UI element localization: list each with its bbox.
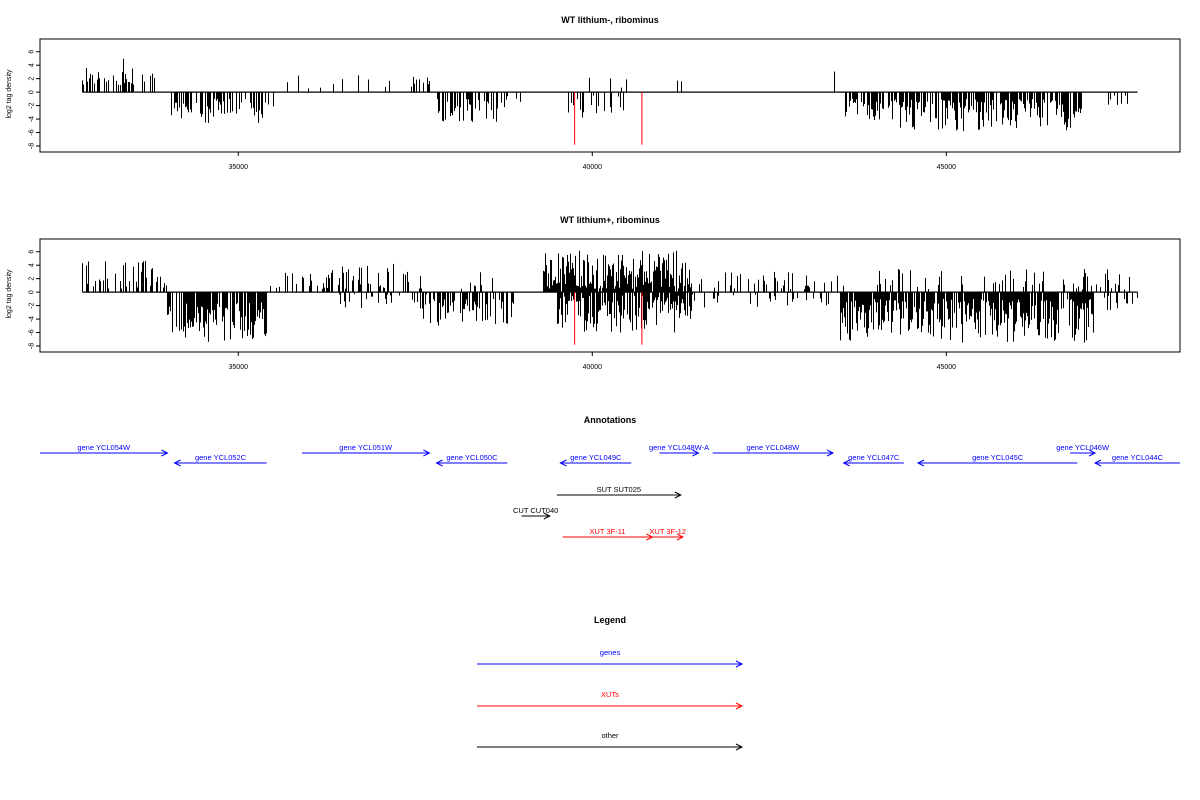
annotation-features: gene YCL054W gene YCL052C gene YCL051W gene… — [40, 443, 1180, 541]
annotation-arrow — [842, 459, 904, 467]
x-tick-label: 35000 — [229, 164, 249, 171]
annotation-label: gene YCL048W-A — [649, 443, 709, 452]
annotation-label: SUT SUT025 — [597, 485, 641, 494]
x-tick-label: 40000 — [583, 164, 603, 171]
y-tick-label: -8 — [29, 343, 36, 349]
y-tick-label: 0 — [29, 90, 36, 94]
x-tick-label: 40000 — [583, 364, 603, 371]
annotation-arrow — [301, 449, 431, 457]
legend-arrow — [477, 660, 744, 668]
legend-label: XUTs — [601, 690, 619, 699]
legend-arrow — [477, 743, 744, 751]
annotation-arrow — [652, 533, 685, 541]
track-title: WT lithium-, ribominus — [561, 15, 659, 25]
y-tick-label: -2 — [29, 102, 36, 108]
y-tick-label: -4 — [29, 316, 36, 322]
annotation-arrow — [559, 459, 632, 467]
annotation-arrow — [1093, 459, 1180, 467]
x-axis: 35000 40000 45000 — [229, 352, 957, 371]
annotation-label: gene YCL050C — [446, 453, 498, 462]
y-tick-label: 2 — [29, 277, 36, 281]
annotation-label: XUT 3F-11 — [590, 527, 626, 536]
y-tick-label: -2 — [29, 302, 36, 308]
y-tick-label: 0 — [29, 290, 36, 294]
legend-label: other — [601, 731, 619, 740]
region-markers — [574, 92, 643, 145]
annotation-arrow — [556, 491, 682, 499]
y-tick-label: 6 — [29, 50, 36, 54]
x-tick-label: 45000 — [937, 164, 957, 171]
annotation-arrow — [1070, 449, 1097, 457]
annotation-arrow — [40, 449, 169, 457]
plot-frame — [39, 238, 1181, 353]
y-tick-label: 6 — [29, 250, 36, 254]
annotation-arrow — [435, 459, 508, 467]
annotation-arrow — [659, 449, 700, 457]
annotation-label: gene YCL047C — [848, 453, 900, 462]
y-axis-label: log2 tag density — [6, 269, 13, 319]
region-markers — [574, 292, 643, 345]
annotation-label: gene YCL044C — [1112, 453, 1164, 462]
x-axis: 35000 40000 45000 — [229, 152, 957, 171]
track-panel-lithium-minus: WT lithium-, ribominus log2 tag density … — [6, 15, 1181, 171]
legend-title: Legend — [594, 615, 626, 625]
x-tick-label: 35000 — [229, 364, 249, 371]
annotations-title: Annotations — [584, 415, 637, 425]
annotation-label: gene YCL046W — [1056, 443, 1110, 452]
annotation-arrow — [521, 512, 551, 520]
y-tick-label: 2 — [29, 77, 36, 81]
annotation-arrow — [173, 459, 267, 467]
annotation-arrow — [712, 449, 835, 457]
plot-frame — [39, 38, 1181, 153]
y-axis: -8 -6 -4 -2 0 2 4 6 — [29, 50, 40, 149]
annotation-label: gene YCL045C — [972, 453, 1024, 462]
y-tick-label: 4 — [29, 263, 36, 267]
legend-panel: Legend genes XUTs other — [477, 615, 744, 751]
annotation-label: CUT CUT040 — [513, 506, 558, 515]
track-title: WT lithium+, ribominus — [560, 215, 660, 225]
y-tick-label: -6 — [29, 329, 36, 335]
track-panel-lithium-plus: WT lithium+, ribominus log2 tag density … — [6, 215, 1181, 371]
annotation-label: gene YCL049C — [570, 453, 622, 462]
legend-items: genes XUTs other — [477, 648, 744, 751]
y-tick-label: -4 — [29, 116, 36, 122]
annotation-label: gene YCL054W — [77, 443, 131, 452]
y-tick-label: 4 — [29, 63, 36, 67]
annotation-arrow — [916, 459, 1078, 467]
y-axis: -8 -6 -4 -2 0 2 4 6 — [29, 250, 40, 349]
density-bars — [82, 58, 1128, 132]
y-tick-label: -8 — [29, 143, 36, 149]
annotation-label: gene YCL052C — [195, 453, 247, 462]
legend-label: genes — [600, 648, 621, 657]
x-tick-label: 45000 — [937, 364, 957, 371]
y-axis-label: log2 tag density — [6, 69, 13, 119]
y-tick-label: -6 — [29, 129, 36, 135]
annotation-label: gene YCL048W — [746, 443, 800, 452]
annotation-label: XUT 3F-12 — [649, 527, 686, 536]
legend-arrow — [477, 702, 744, 710]
annotation-label: gene YCL051W — [339, 443, 393, 452]
